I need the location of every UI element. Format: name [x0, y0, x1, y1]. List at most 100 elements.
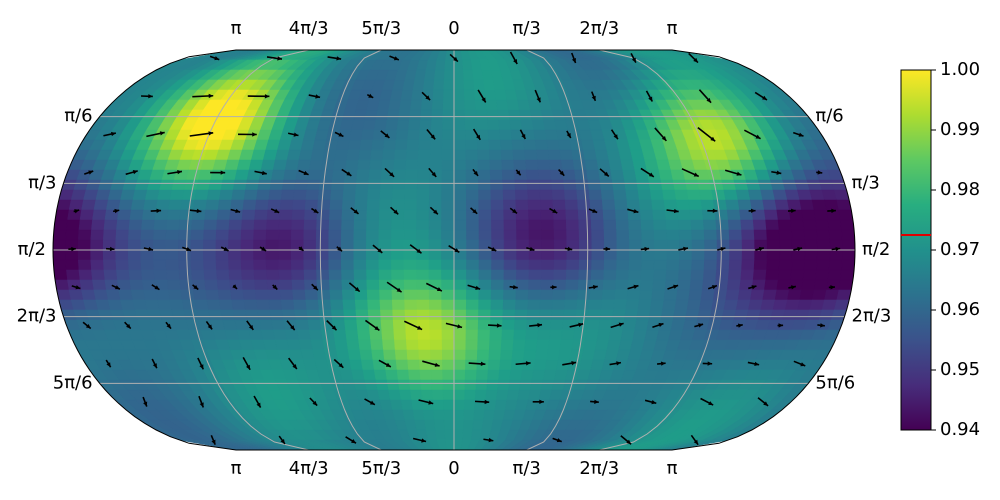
map-cell: [489, 159, 503, 171]
vector-arrow: [515, 361, 531, 366]
map-cell: [802, 269, 817, 281]
map-cell: [425, 59, 438, 71]
map-cell: [715, 269, 730, 281]
map-cell: [616, 229, 630, 241]
map-cell: [117, 209, 132, 221]
map-cell: [165, 229, 180, 241]
map-cell: [754, 249, 768, 261]
map-cell: [417, 339, 431, 351]
map-cell: [406, 139, 420, 151]
map-cell: [615, 209, 629, 221]
vector-arrow: [743, 129, 761, 140]
map-cell: [315, 249, 330, 261]
map-cell: [414, 69, 427, 81]
map-cell: [540, 269, 555, 281]
vector-arrow: [588, 285, 598, 290]
map-cell: [503, 199, 517, 211]
map-cell: [704, 249, 718, 261]
map-cell: [478, 229, 492, 241]
map-cell: [118, 199, 134, 211]
map-cell: [349, 129, 364, 141]
map-cell: [453, 349, 467, 361]
map-cell: [616, 239, 630, 251]
vector-arrow: [210, 170, 226, 175]
map-cell: [497, 109, 511, 121]
map-outline: [52, 49, 856, 451]
map-cell: [557, 139, 573, 151]
map-cell: [441, 279, 455, 291]
map-cell: [464, 369, 478, 381]
map-cell: [203, 249, 217, 261]
map-cell: [383, 349, 397, 361]
map-cell: [140, 249, 154, 261]
map-cell: [375, 109, 389, 121]
map-cell: [714, 279, 729, 291]
vector-arrow: [707, 284, 718, 290]
map-cell: [453, 79, 465, 91]
map-cell: [408, 369, 421, 381]
map-cell: [428, 269, 442, 281]
map-cell: [53, 219, 68, 231]
map-cell: [81, 289, 97, 301]
vector-arrow: [348, 282, 361, 293]
vector-arrow: [366, 93, 374, 99]
map-cell: [53, 259, 67, 271]
map-cell: [453, 229, 467, 241]
vector-arrow: [266, 56, 283, 61]
map-cell: [240, 239, 254, 251]
map-cell: [303, 269, 318, 281]
vector-arrow: [603, 246, 611, 252]
vector-arrow: [198, 395, 205, 408]
vector-arrow: [620, 435, 632, 445]
map-cell: [153, 229, 167, 241]
vector-arrow: [426, 128, 436, 140]
map-cell: [279, 209, 293, 221]
map-cell: [240, 249, 254, 261]
map-cell: [115, 249, 129, 261]
map-cell: [527, 289, 542, 301]
map-cell: [603, 249, 618, 261]
map-cell: [367, 299, 381, 311]
map-cell: [660, 179, 676, 191]
vector-arrow: [83, 170, 94, 175]
map-cell: [799, 289, 815, 301]
map-cell: [444, 429, 455, 441]
top-longitude-label: 2π/3: [579, 18, 619, 39]
map-cell: [829, 249, 843, 261]
map-cell: [278, 239, 292, 251]
map-cell: [624, 439, 678, 450]
map-cell: [663, 199, 678, 211]
map-cell: [571, 339, 586, 351]
map-cell: [762, 289, 778, 301]
map-cell: [608, 159, 624, 171]
map-cell: [183, 179, 199, 191]
map-cell: [431, 379, 444, 391]
map-cell: [465, 349, 478, 361]
map-cell: [254, 209, 269, 221]
bottom-longitude-label: π: [231, 458, 242, 479]
map-cell: [407, 359, 421, 371]
map-cell: [291, 209, 306, 221]
map-cell: [576, 439, 618, 450]
vector-arrow: [143, 246, 154, 252]
map-cell: [359, 139, 374, 151]
map-cell: [194, 299, 209, 311]
map-cell: [294, 179, 309, 191]
map-cell: [90, 259, 105, 271]
map-cell: [649, 299, 665, 311]
map-cell: [391, 279, 405, 291]
map-cell: [140, 229, 155, 241]
map-cell: [347, 139, 362, 151]
map-cell: [165, 239, 179, 251]
map-cell: [488, 139, 502, 151]
map-cell: [610, 439, 661, 450]
map-cell: [416, 229, 430, 241]
vector-arrow: [333, 358, 344, 369]
map-cell: [453, 379, 466, 391]
map-cell: [540, 279, 555, 291]
map-cell: [478, 249, 492, 261]
vector-arrow: [566, 130, 572, 139]
map-cell: [428, 299, 443, 311]
map-cell: [584, 329, 599, 341]
vector-arrow: [529, 323, 543, 328]
